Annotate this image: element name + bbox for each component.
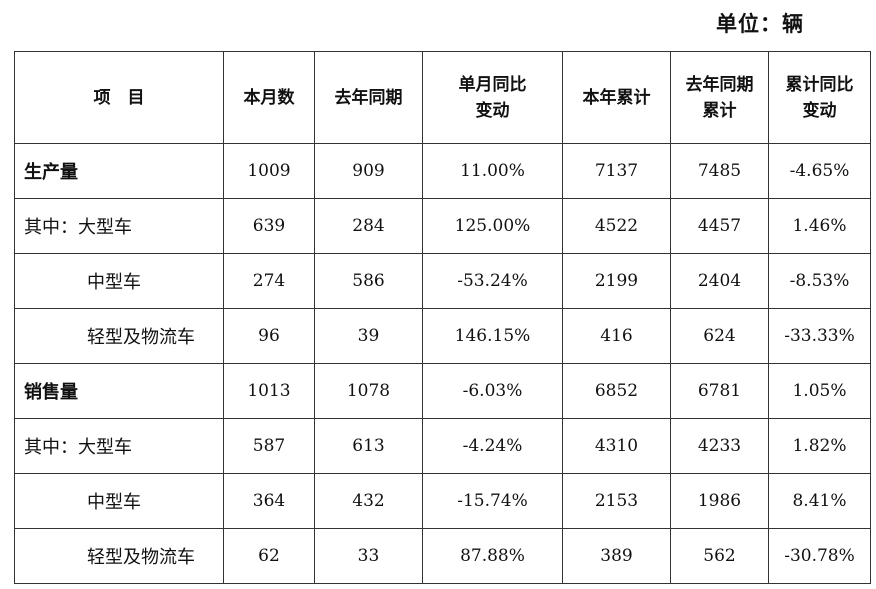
row-label: 生产量 [14,143,224,199]
table-cell: 7485 [670,143,769,199]
table-cell: 96 [223,308,315,364]
table-cell: 146.15% [422,308,563,364]
table-row: 其中：大型车 639 284 125.00% 4522 4457 1.46% [14,198,871,254]
table-cell: 1.05% [768,363,871,419]
table-row: 轻型及物流车 62 33 87.88% 389 562 -30.78% [14,528,871,584]
table-cell: -30.78% [768,528,871,584]
header-monthly-yoy-change: 单月同比变动 [422,51,563,144]
table-cell: 274 [223,253,315,309]
table-cell: 1986 [670,473,769,529]
table-cell: -15.74% [422,473,563,529]
table-cell: 6852 [562,363,671,419]
header-last-year-same-period: 去年同期 [314,51,423,144]
table-cell: 587 [223,418,315,474]
table-cell: -4.24% [422,418,563,474]
table-cell: 125.00% [422,198,563,254]
header-this-month: 本月数 [223,51,315,144]
table-cell: 8.41% [768,473,871,529]
table-cell: 4233 [670,418,769,474]
table-cell: 586 [314,253,423,309]
table-cell: 562 [670,528,769,584]
table-cell: 389 [562,528,671,584]
unit-label: 单位：辆 [716,12,804,36]
row-label: 中型车 [14,473,224,529]
table-cell: 1013 [223,363,315,419]
table-cell: -8.53% [768,253,871,309]
table-cell: 284 [314,198,423,254]
table-cell: 6781 [670,363,769,419]
row-label: 销售量 [14,363,224,419]
row-label: 轻型及物流车 [14,308,224,364]
row-label: 其中：大型车 [14,418,224,474]
table-cell: 1009 [223,143,315,199]
table-cell: 432 [314,473,423,529]
table-cell: 62 [223,528,315,584]
header-last-year-ytd-text: 去年同期累计 [685,74,754,121]
table-cell: 4522 [562,198,671,254]
production-sales-table: 项 目 本月数 去年同期 单月同比变动 本年累计 去年同期累计 累计同比变动 生… [14,51,871,584]
header-ytd: 本年累计 [562,51,671,144]
table-cell: 11.00% [422,143,563,199]
table-cell: 639 [223,198,315,254]
table-cell: 4310 [562,418,671,474]
header-monthly-yoy-change-text: 单月同比变动 [458,74,527,121]
table-cell: 2199 [562,253,671,309]
row-label: 其中：大型车 [14,198,224,254]
row-label: 轻型及物流车 [14,528,224,584]
table-cell: 39 [314,308,423,364]
table-row: 轻型及物流车 96 39 146.15% 416 624 -33.33% [14,308,871,364]
table-cell: -53.24% [422,253,563,309]
table-cell: 1.82% [768,418,871,474]
table-cell: 1.46% [768,198,871,254]
table-row: 其中：大型车 587 613 -4.24% 4310 4233 1.82% [14,418,871,474]
table-row: 中型车 364 432 -15.74% 2153 1986 8.41% [14,473,871,529]
table-cell: -33.33% [768,308,871,364]
header-row: 项 目 本月数 去年同期 单月同比变动 本年累计 去年同期累计 累计同比变动 [14,51,871,144]
table-cell: -6.03% [422,363,563,419]
table-row: 生产量 1009 909 11.00% 7137 7485 -4.65% [14,143,871,199]
table-row: 中型车 274 586 -53.24% 2199 2404 -8.53% [14,253,871,309]
table-cell: 624 [670,308,769,364]
table-cell: 33 [314,528,423,584]
header-ytd-yoy-change-text: 累计同比变动 [785,74,854,121]
table-cell: 364 [223,473,315,529]
table-cell: 909 [314,143,423,199]
table-row: 销售量 1013 1078 -6.03% 6852 6781 1.05% [14,363,871,419]
table-cell: 7137 [562,143,671,199]
table-cell: 1078 [314,363,423,419]
table-cell: 4457 [670,198,769,254]
table-cell: -4.65% [768,143,871,199]
table-cell: 416 [562,308,671,364]
row-label: 中型车 [14,253,224,309]
table-cell: 87.88% [422,528,563,584]
table-cell: 2404 [670,253,769,309]
header-ytd-yoy-change: 累计同比变动 [768,51,871,144]
header-last-year-ytd: 去年同期累计 [670,51,769,144]
table-cell: 2153 [562,473,671,529]
table-cell: 613 [314,418,423,474]
header-item: 项 目 [14,51,224,144]
